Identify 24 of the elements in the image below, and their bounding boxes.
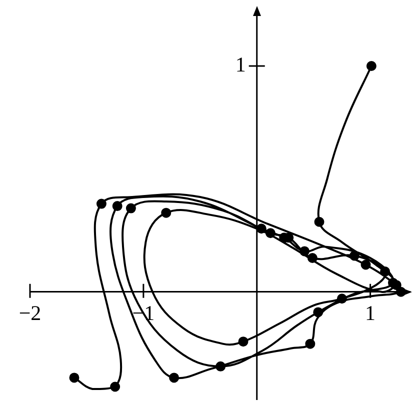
point bbox=[126, 203, 136, 214]
point bbox=[314, 216, 324, 227]
point bbox=[256, 224, 266, 234]
point bbox=[112, 201, 122, 212]
x-tick-label: −2 bbox=[18, 300, 42, 325]
point bbox=[313, 307, 324, 318]
point bbox=[307, 252, 318, 263]
point bbox=[336, 294, 347, 304]
point bbox=[110, 382, 120, 392]
point bbox=[265, 228, 276, 238]
annotation: 1 bbox=[235, 52, 246, 77]
point bbox=[305, 338, 316, 349]
point bbox=[360, 260, 371, 270]
x-tick-label: 1 bbox=[365, 300, 376, 325]
point bbox=[349, 250, 360, 261]
point bbox=[69, 372, 80, 383]
point bbox=[169, 372, 180, 383]
point bbox=[380, 266, 390, 277]
point bbox=[300, 246, 310, 256]
point bbox=[238, 336, 248, 347]
point bbox=[216, 361, 226, 372]
point bbox=[96, 198, 106, 209]
point bbox=[161, 208, 172, 218]
point bbox=[366, 61, 376, 71]
